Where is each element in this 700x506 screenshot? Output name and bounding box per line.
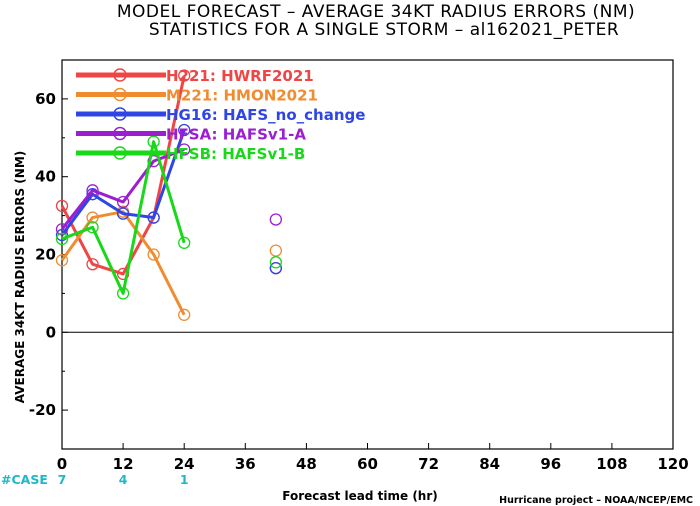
legend-label: M221: HMON2021 <box>166 87 318 105</box>
y-tick-label: 60 <box>35 90 56 108</box>
y-axis-label: AVERAGE 34KT RADIUS ERRORS (NM) <box>13 151 27 403</box>
data-point <box>55 199 69 213</box>
series-5 <box>55 135 283 300</box>
y-tick-label: 0 <box>46 323 56 341</box>
x-axis-label: Forecast lead time (hr) <box>282 489 438 503</box>
y-tick-label: -20 <box>29 401 56 419</box>
case-label: #CASE <box>1 472 48 487</box>
data-point <box>86 188 99 201</box>
x-tick-label: 72 <box>418 455 439 473</box>
chart-subtitle: STATISTICS FOR A SINGLE STORM – al162021… <box>149 20 619 40</box>
data-point <box>55 232 69 246</box>
series-line <box>61 140 186 295</box>
data-point <box>269 213 283 226</box>
legend-entry-4: HFSA: HAFSv1-A <box>76 126 306 144</box>
x-tick-label: 24 <box>174 455 195 473</box>
series-layer <box>55 69 283 321</box>
legend-entry-1: H221: HWRF2021 <box>76 67 314 85</box>
data-point <box>147 248 160 261</box>
series-line <box>60 148 185 231</box>
x-tick-label: 60 <box>357 455 378 473</box>
x-tick-label: 12 <box>113 455 134 473</box>
legend-swatch-marker <box>113 107 127 121</box>
data-point <box>116 207 130 220</box>
x-tick-label: 120 <box>657 455 688 473</box>
x-tick-label: 36 <box>235 455 256 473</box>
case-count: 7 <box>58 472 67 487</box>
case-counts: #CASE 7 4 1 <box>1 472 189 487</box>
x-tick-label: 84 <box>479 455 500 473</box>
x-tick-label: 108 <box>596 455 627 473</box>
x-tick-label: 48 <box>296 455 317 473</box>
data-point <box>116 267 130 281</box>
case-count: 1 <box>180 472 189 487</box>
legend-entry-5: HFSB: HAFSv1-B <box>76 145 305 163</box>
legend-label: HFSA: HAFSv1-A <box>166 126 306 144</box>
data-point <box>86 211 99 224</box>
data-point <box>55 223 69 236</box>
series-4 <box>55 143 283 236</box>
data-point <box>55 228 69 242</box>
legend-label: HG16: HAFS_no_change <box>166 106 365 124</box>
legend-entry-2: M221: HMON2021 <box>76 87 318 105</box>
data-point <box>116 287 130 300</box>
data-point <box>147 135 160 148</box>
legend-label: H221: HWRF2021 <box>166 67 314 85</box>
data-point <box>178 143 191 156</box>
chart-title: MODEL FORECAST – AVERAGE 34KT RADIUS ERR… <box>117 2 635 22</box>
series-3 <box>55 123 283 275</box>
data-point <box>178 236 191 249</box>
axes: 0 12 24 36 48 60 72 84 96 108 120 -20 0 20 40 60 <box>29 59 689 473</box>
data-point <box>86 221 99 234</box>
x-tick-label: 0 <box>57 455 67 473</box>
data-point <box>86 184 99 197</box>
series-line <box>60 129 186 236</box>
data-point <box>269 256 283 269</box>
data-point <box>55 254 69 267</box>
data-point <box>269 261 283 275</box>
legend-swatch-marker <box>113 68 127 82</box>
data-point <box>178 123 191 137</box>
data-point <box>178 69 191 82</box>
legend-swatch-marker <box>113 87 127 102</box>
y-tick-label: 40 <box>35 168 56 186</box>
credit-text: Hurricane project – NOAA/NCEP/EMC <box>499 495 693 506</box>
y-tick-label: 20 <box>35 246 56 264</box>
data-point <box>269 244 283 257</box>
legend-swatch-marker <box>113 126 127 141</box>
data-point <box>178 308 191 321</box>
data-point <box>116 195 130 209</box>
legend-entry-3: HG16: HAFS_no_change <box>76 106 365 124</box>
legend-label: HFSB: HAFSv1-B <box>166 145 305 163</box>
case-count: 4 <box>119 472 128 487</box>
data-point <box>147 211 160 224</box>
series-2 <box>55 205 283 321</box>
data-point <box>86 258 99 271</box>
x-tick-label: 96 <box>540 455 561 473</box>
legend-swatch-marker <box>113 146 127 160</box>
